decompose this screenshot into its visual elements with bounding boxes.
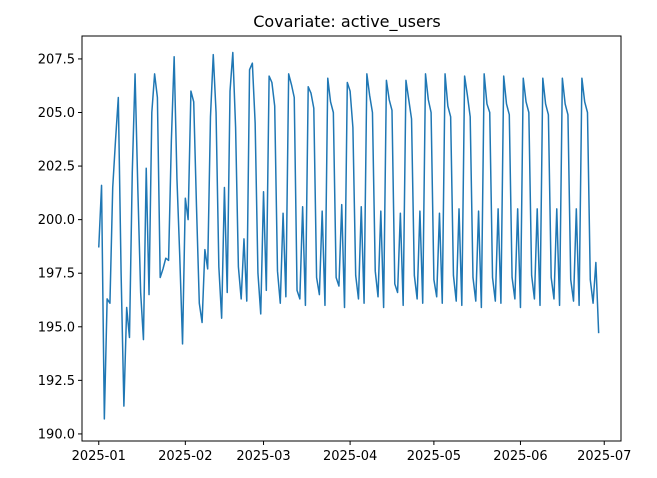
x-tick-label: 2025-03 [236,449,290,464]
x-tick: 2025-02 [158,441,212,464]
y-tick: 192.5 [38,374,82,389]
y-tick-label: 202.5 [38,160,75,175]
x-tick: 2025-05 [407,441,461,464]
y-tick: 200.0 [38,213,82,228]
y-tick: 195.0 [38,320,82,335]
y-tick: 202.5 [38,160,82,175]
y-tick-label: 205.0 [38,106,75,121]
x-tick: 2025-01 [72,441,126,464]
y-tick-label: 192.5 [38,374,75,389]
x-tick-label: 2025-04 [323,449,377,464]
y-tick-label: 200.0 [38,213,75,228]
y-tick-label: 207.5 [38,52,75,67]
y-axis: 190.0 192.5 195.0 197.5 200.0 202.5 205.0 207.5 [38,52,82,442]
chart-title: Covariate: active_users [253,12,441,32]
y-tick-label: 197.5 [38,267,75,282]
axes-frame [81,35,622,442]
x-tick-label: 2025-06 [493,449,547,464]
x-tick: 2025-06 [493,441,548,464]
y-tick: 207.5 [38,52,82,67]
y-tick: 197.5 [38,267,82,282]
y-tick-label: 190.0 [38,427,75,442]
x-tick-label: 2025-01 [72,449,126,464]
x-tick-label: 2025-07 [577,449,631,464]
y-tick-label: 195.0 [38,320,75,335]
x-tick: 2025-04 [323,441,377,464]
y-tick: 190.0 [38,427,82,442]
y-tick: 205.0 [38,106,82,121]
x-tick-label: 2025-02 [158,449,212,464]
series-line [98,51,600,420]
x-tick: 2025-03 [236,441,291,464]
plot-area [98,51,600,420]
x-axis: 2025-01 2025-02 2025-03 2025-04 2025-05 2025-… [72,441,631,464]
x-tick: 2025-07 [577,441,631,464]
x-tick-label: 2025-05 [407,449,461,464]
